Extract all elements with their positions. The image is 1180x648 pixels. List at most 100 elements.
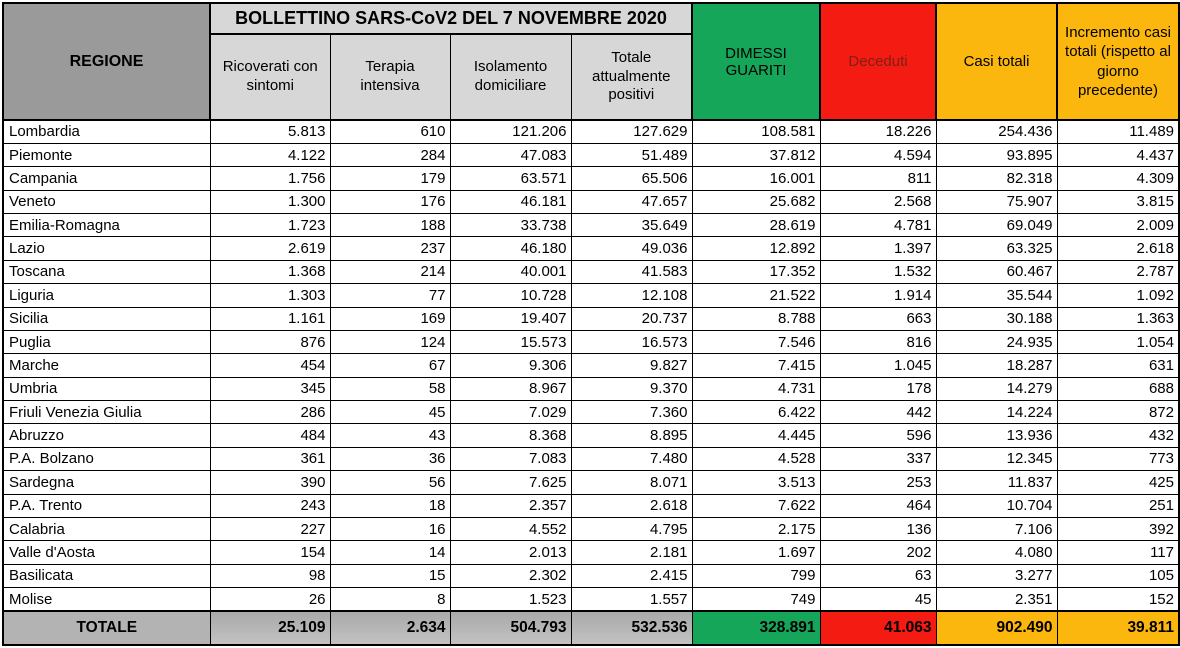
value-cell: 1.054	[1056, 329, 1180, 355]
value-cell: 16.573	[570, 329, 693, 355]
value-cell: 253	[819, 470, 937, 495]
value-cell: 1.300	[209, 189, 331, 215]
value-cell: 124	[329, 329, 451, 355]
value-cell: 12.108	[570, 283, 693, 308]
value-cell: 46.180	[449, 236, 572, 261]
region-cell: Basilicata	[2, 563, 211, 589]
value-cell: 14.279	[935, 376, 1058, 402]
value-cell: 152	[1056, 587, 1180, 612]
value-cell: 16	[329, 516, 451, 542]
value-cell: 3.815	[1056, 189, 1180, 215]
value-cell: 2.351	[935, 587, 1058, 612]
value-cell: 15.573	[449, 329, 572, 355]
region-cell: Puglia	[2, 329, 211, 355]
value-cell: 43	[329, 423, 451, 448]
value-cell: 4.528	[691, 446, 821, 472]
value-cell: 36	[329, 446, 451, 472]
value-cell: 63.325	[935, 236, 1058, 261]
column-header-incremento-casi: Incremento casi totali (rispetto al gior…	[1056, 2, 1180, 121]
value-cell: 1.523	[449, 587, 572, 612]
value-cell: 93.895	[935, 142, 1058, 168]
value-cell: 1.397	[819, 236, 937, 261]
value-cell: 108.581	[691, 118, 821, 144]
value-cell: 202	[819, 540, 937, 565]
region-cell: Calabria	[2, 516, 211, 542]
value-cell: 176	[329, 189, 451, 215]
value-cell: 17.352	[691, 259, 821, 285]
column-header-terapia-intensiva: Terapia intensiva	[329, 33, 451, 121]
value-cell: 7.546	[691, 329, 821, 355]
value-cell: 24.935	[935, 329, 1058, 355]
table-row: Basilicata 98 15 2.302 2.415 799 63 3.277 105	[2, 563, 1180, 589]
value-cell: 15	[329, 563, 451, 589]
table-row: Friuli Venezia Giulia 286 45 7.029 7.360 6.42…	[2, 399, 1180, 425]
value-cell: 610	[329, 118, 451, 144]
value-cell: 1.756	[209, 166, 331, 191]
column-header-casi-totali: Casi totali	[935, 2, 1058, 121]
table-row: Veneto 1.300 176 46.181 47.657 25.682 2.568 75.…	[2, 189, 1180, 215]
value-cell: 67	[329, 353, 451, 378]
table-row: Puglia 876 124 15.573 16.573 7.546 816 24.935 1.…	[2, 329, 1180, 355]
value-cell: 432	[1056, 423, 1180, 448]
value-cell: 361	[209, 446, 331, 472]
region-cell: Friuli Venezia Giulia	[2, 399, 211, 425]
value-cell: 1.092	[1056, 283, 1180, 308]
value-cell: 2.787	[1056, 259, 1180, 285]
value-cell: 18	[329, 493, 451, 518]
table-row: Sardegna 390 56 7.625 8.071 3.513 253 11.837 425	[2, 470, 1180, 495]
column-header-dimessi-guariti: DIMESSI GUARITI	[691, 2, 821, 121]
total-value-cell: 902.490	[935, 610, 1058, 646]
value-cell: 2.618	[1056, 236, 1180, 261]
table-row: Emilia-Romagna 1.723 188 33.738 35.649 28.619…	[2, 212, 1180, 238]
value-cell: 2.175	[691, 516, 821, 542]
value-cell: 464	[819, 493, 937, 518]
value-cell: 4.552	[449, 516, 572, 542]
value-cell: 3.513	[691, 470, 821, 495]
value-cell: 454	[209, 353, 331, 378]
total-row: TOTALE 25.109 2.634 504.793 532.536 328.891 41…	[2, 610, 1180, 646]
value-cell: 47.657	[570, 189, 693, 215]
value-cell: 25.682	[691, 189, 821, 215]
value-cell: 2.181	[570, 540, 693, 565]
value-cell: 816	[819, 329, 937, 355]
value-cell: 63	[819, 563, 937, 589]
value-cell: 2.618	[570, 493, 693, 518]
value-cell: 4.781	[819, 212, 937, 238]
value-cell: 8.967	[449, 376, 572, 402]
value-cell: 169	[329, 306, 451, 331]
value-cell: 1.723	[209, 212, 331, 238]
region-cell: Valle d'Aosta	[2, 540, 211, 565]
table-row: Sicilia 1.161 169 19.407 20.737 8.788 663 30.18…	[2, 306, 1180, 331]
value-cell: 37.812	[691, 142, 821, 168]
value-cell: 51.489	[570, 142, 693, 168]
value-cell: 82.318	[935, 166, 1058, 191]
region-cell: Liguria	[2, 283, 211, 308]
value-cell: 1.532	[819, 259, 937, 285]
value-cell: 254.436	[935, 118, 1058, 144]
value-cell: 6.422	[691, 399, 821, 425]
value-cell: 178	[819, 376, 937, 402]
value-cell: 688	[1056, 376, 1180, 402]
value-cell: 10.728	[449, 283, 572, 308]
value-cell: 7.083	[449, 446, 572, 472]
value-cell: 117	[1056, 540, 1180, 565]
value-cell: 11.489	[1056, 118, 1180, 144]
region-cell: Emilia-Romagna	[2, 212, 211, 238]
value-cell: 8.071	[570, 470, 693, 495]
value-cell: 18.287	[935, 353, 1058, 378]
table-footer: TOTALE 25.109 2.634 504.793 532.536 328.891 41…	[2, 610, 1180, 646]
value-cell: 442	[819, 399, 937, 425]
value-cell: 4.445	[691, 423, 821, 448]
region-cell: Sicilia	[2, 306, 211, 331]
value-cell: 284	[329, 142, 451, 168]
value-cell: 773	[1056, 446, 1180, 472]
value-cell: 10.704	[935, 493, 1058, 518]
value-cell: 3.277	[935, 563, 1058, 589]
total-value-cell: 25.109	[209, 610, 331, 646]
value-cell: 811	[819, 166, 937, 191]
value-cell: 2.009	[1056, 212, 1180, 238]
value-cell: 9.306	[449, 353, 572, 378]
value-cell: 1.045	[819, 353, 937, 378]
value-cell: 1.697	[691, 540, 821, 565]
